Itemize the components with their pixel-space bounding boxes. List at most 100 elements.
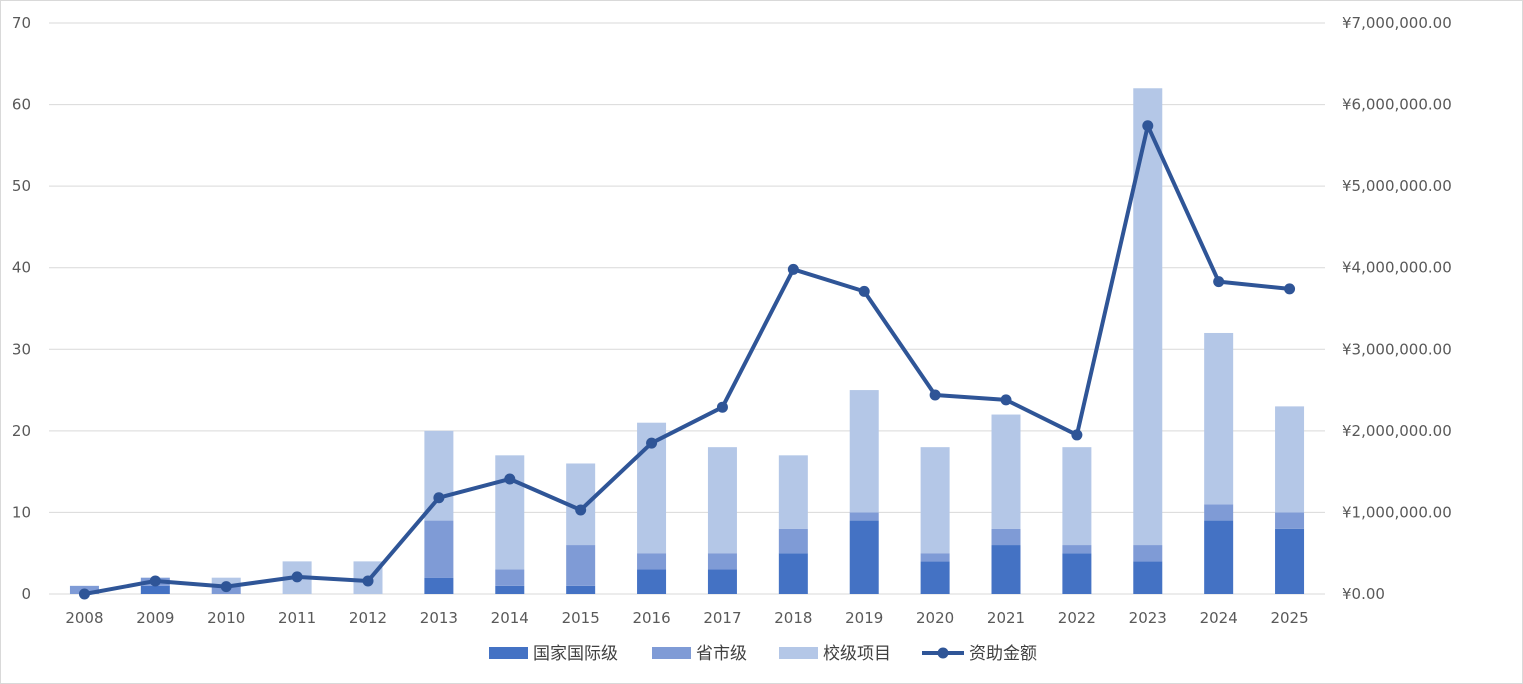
x-tick-label: 2021: [987, 609, 1025, 627]
line-point: [149, 575, 161, 587]
right-tick-label: ¥4,000,000.00: [1342, 259, 1452, 277]
bar-segment: [566, 585, 596, 594]
left-tick-label: 0: [21, 585, 31, 603]
legend-item: 资助金额: [922, 644, 1037, 664]
legend-item: 省市级: [652, 644, 747, 664]
legend-label: 资助金额: [969, 644, 1037, 664]
bar-segment: [1204, 504, 1234, 521]
line-point: [504, 473, 516, 485]
bar-segment: [707, 553, 737, 570]
x-tick-label: 2012: [349, 609, 387, 627]
x-tick-label: 2015: [562, 609, 600, 627]
x-tick-label: 2024: [1200, 609, 1238, 627]
right-tick-label: ¥2,000,000.00: [1342, 422, 1452, 440]
bar-segment: [1204, 520, 1234, 594]
bar-segment: [920, 553, 950, 562]
right-tick-label: ¥0.00: [1342, 585, 1385, 603]
bar-segment: [424, 577, 454, 594]
bar-segment: [1204, 332, 1234, 505]
bar-segment: [849, 520, 879, 594]
line-point: [929, 389, 941, 401]
legend-label: 国家国际级: [533, 644, 618, 664]
legend-item: 国家国际级: [489, 644, 618, 664]
bar-segment: [1133, 88, 1163, 546]
line-point: [646, 437, 658, 449]
right-tick-label: ¥3,000,000.00: [1342, 340, 1452, 358]
x-tick-label: 2009: [136, 609, 174, 627]
x-tick-label: 2019: [845, 609, 883, 627]
bar-segment: [991, 545, 1021, 594]
bar-segment: [778, 455, 808, 529]
funding-line: [84, 123, 1290, 596]
right-tick-label: ¥5,000,000.00: [1342, 177, 1452, 195]
stacked-bars: [69, 88, 1305, 594]
left-tick-label: 20: [12, 422, 31, 440]
bar-segment: [424, 430, 454, 521]
x-tick-label: 2017: [703, 609, 741, 627]
legend-swatch: [652, 647, 691, 659]
bar-segment: [778, 528, 808, 554]
bar-segment: [778, 553, 808, 594]
bar-segment: [707, 569, 737, 594]
x-tick-label: 2023: [1129, 609, 1167, 627]
bar-segment: [495, 569, 525, 586]
line-point: [362, 575, 374, 587]
bar-segment: [1062, 447, 1092, 546]
bar-segment: [1275, 528, 1305, 594]
right-tick-label: ¥1,000,000.00: [1342, 503, 1452, 521]
legend-swatch: [779, 647, 818, 659]
left-tick-label: 10: [12, 503, 31, 521]
line-point: [787, 263, 799, 275]
line-point: [1000, 394, 1012, 406]
bar-segment: [920, 561, 950, 594]
x-tick-label: 2016: [632, 609, 670, 627]
legend-label: 校级项目: [823, 644, 891, 664]
bar-segment: [637, 553, 667, 570]
legend-marker: [937, 647, 949, 659]
left-tick-label: 60: [12, 96, 31, 114]
bar-segment: [495, 585, 525, 594]
left-axis-ticks: 0 10 20 30 40 50 60 70: [12, 14, 31, 603]
line-point: [716, 401, 728, 413]
line-point: [1142, 120, 1154, 132]
line-point: [433, 492, 445, 504]
x-tick-label: 2020: [916, 609, 954, 627]
bar-segment: [707, 447, 737, 554]
bar-segment: [991, 414, 1021, 529]
bar-segment: [849, 512, 879, 521]
bar-segment: [991, 528, 1021, 546]
bar-segment: [140, 585, 170, 594]
bar-segment: [1133, 545, 1163, 562]
bar-segment: [1133, 561, 1163, 594]
x-tick-label: 2018: [774, 609, 812, 627]
bar-segment: [1062, 553, 1092, 594]
x-tick-label: 2022: [1058, 609, 1096, 627]
gridlines: [49, 22, 1325, 595]
left-tick-label: 50: [12, 177, 31, 195]
line-point: [1213, 276, 1225, 288]
right-tick-label: ¥7,000,000.00: [1342, 14, 1452, 32]
line-point: [220, 581, 232, 593]
bar-segment: [1275, 512, 1305, 529]
bar-segment: [849, 390, 879, 513]
legend-swatch: [489, 647, 528, 659]
line-point: [1284, 283, 1296, 295]
line-point: [858, 285, 870, 297]
right-tick-label: ¥6,000,000.00: [1342, 96, 1452, 114]
bar-segment: [566, 545, 596, 586]
x-tick-label: 2011: [278, 609, 316, 627]
x-tick-label: 2025: [1270, 609, 1308, 627]
x-tick-label: 2013: [420, 609, 458, 627]
x-axis-ticks: 2008 2009 2010 2011 2012 2013 2014 2015 2016 2017…: [65, 609, 1308, 627]
line-point: [78, 588, 90, 600]
bar-segment: [920, 447, 950, 554]
bar-segment: [424, 520, 454, 578]
legend-label: 省市级: [696, 644, 747, 664]
line-point: [291, 571, 303, 583]
legend-item: 校级项目: [779, 644, 891, 664]
x-tick-label: 2010: [207, 609, 245, 627]
line-point: [575, 504, 587, 516]
line-point: [1071, 429, 1083, 441]
